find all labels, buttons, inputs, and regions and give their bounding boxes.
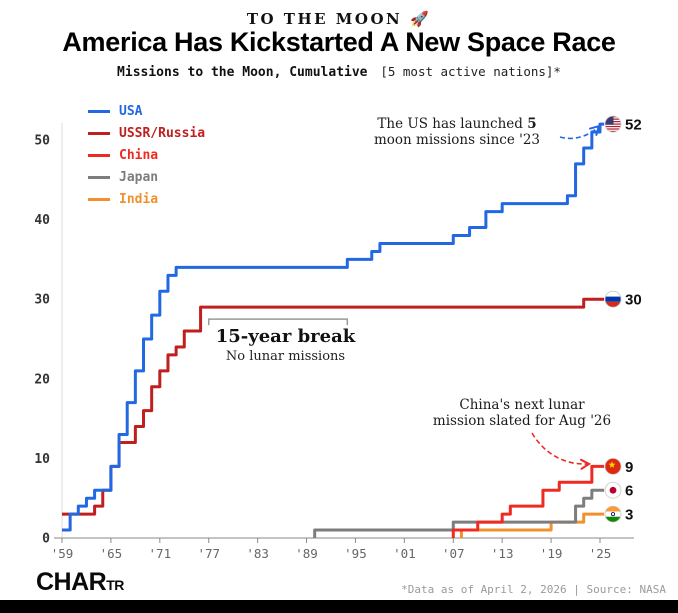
us-annotation: The US has launched 5 moon missions sinc…	[352, 116, 562, 148]
kicker: TO THE MOON 🚀	[0, 10, 678, 28]
china-flag-icon	[605, 458, 621, 475]
x-tick-label: '71	[149, 546, 172, 561]
y-tick-label: 40	[34, 213, 50, 228]
x-tick-label: '77	[197, 546, 220, 561]
japan-flag-icon	[605, 482, 621, 499]
gap-annotation-title: 15-year break	[215, 326, 356, 347]
china-annotation: China's next lunar mission slated for Au…	[412, 397, 632, 429]
source-note: *Data as of April 2, 2026 | Source: NASA	[401, 583, 666, 596]
series-line-japan	[313, 488, 605, 538]
x-tick-label: '19	[540, 546, 563, 561]
legend: USA USSR/Russia China Japan India	[88, 100, 205, 210]
legend-label-india: India	[119, 191, 159, 207]
japan-end-value: 6	[625, 483, 633, 500]
series-line-china	[451, 464, 605, 538]
series-line-usa	[62, 122, 605, 532]
x-tick-label: '13	[491, 546, 514, 561]
legend-swatch-india	[88, 197, 110, 201]
legend-item-japan: Japan	[88, 166, 205, 188]
china-annotation-line2: mission slated for Aug '26	[432, 413, 612, 429]
y-axis: 0 10 20 30 40 50	[34, 134, 50, 547]
chart-subtitle: Missions to the Moon, Cumulative [5 most…	[0, 64, 678, 80]
legend-label-japan: Japan	[119, 169, 159, 185]
india-end-value: 3	[625, 507, 633, 524]
subtitle-note: [5 most active nations]*	[380, 64, 561, 79]
rocket-icon: 🚀	[409, 10, 432, 28]
us-annotation-line2: moon missions since '23	[373, 132, 541, 148]
russia-flag-icon	[605, 291, 621, 308]
x-tick-label: '65	[100, 546, 123, 561]
china-end-value: 9	[625, 459, 633, 476]
series-line-india	[459, 512, 605, 538]
y-tick-label: 50	[34, 134, 50, 149]
legend-swatch-russia	[88, 131, 110, 135]
japan-flag-outline	[604, 481, 622, 499]
legend-swatch-usa	[88, 109, 110, 113]
x-tick-label: '01	[393, 546, 416, 561]
kicker-text: TO THE MOON	[246, 10, 403, 28]
legend-label-russia: USSR/Russia	[119, 125, 206, 141]
china-annotation-line1: China's next lunar	[459, 397, 585, 413]
china-flag-outline	[604, 457, 622, 475]
gap-bracket-icon	[207, 318, 349, 326]
legend-swatch-japan	[88, 175, 110, 179]
page-title: America Has Kickstarted A New Space Race	[62, 27, 616, 57]
usa-flag-icon	[605, 116, 621, 133]
y-tick-label: 10	[34, 452, 50, 467]
x-tick-label: '83	[246, 546, 269, 561]
x-tick-label: '95	[344, 546, 367, 561]
us-annotation-line1: The US has launched 5	[377, 116, 537, 132]
india-flag-outline	[604, 505, 622, 523]
x-tick-label: '07	[442, 546, 465, 561]
gap-annotation-subtitle: No lunar missions	[225, 349, 346, 364]
usa-flag-outline	[604, 115, 622, 133]
legend-item-usa: USA	[88, 100, 205, 122]
x-axis: '59 '65 '71 '77 '83 '89 '95 '01 '07 '13 '19 '25	[51, 538, 612, 561]
usa-end-value: 52	[625, 117, 642, 134]
y-tick-label: 30	[34, 293, 50, 308]
gap-annotation: 15-year break No lunar missions	[183, 326, 388, 364]
chartr-logo: CHARTR	[36, 568, 124, 596]
russia-flag-outline	[604, 290, 622, 308]
legend-label-usa: USA	[119, 103, 143, 119]
russia-end-value: 30	[625, 292, 642, 309]
china-annotation-arrow-icon	[531, 432, 592, 470]
legend-swatch-china	[88, 153, 110, 157]
us-annotation-arrow-icon	[559, 124, 601, 140]
legend-label-china: China	[119, 147, 159, 163]
moon-missions-chart: '59 '65 '71 '77 '83 '89 '95 '01 '07 '13 '19 '25 0 10 2…	[34, 115, 642, 561]
subtitle-main: Missions to the Moon, Cumulative	[117, 65, 368, 80]
bottom-bar	[0, 600, 678, 613]
legend-item-china: China	[88, 144, 205, 166]
x-tick-label: '89	[295, 546, 318, 561]
x-tick-label: '25	[589, 546, 612, 561]
y-tick-label: 0	[42, 532, 50, 547]
india-flag-icon	[605, 506, 621, 523]
x-tick-label: '59	[51, 546, 74, 561]
legend-item-india: India	[88, 188, 205, 210]
legend-item-russia: USSR/Russia	[88, 122, 205, 144]
y-tick-label: 20	[34, 372, 50, 387]
